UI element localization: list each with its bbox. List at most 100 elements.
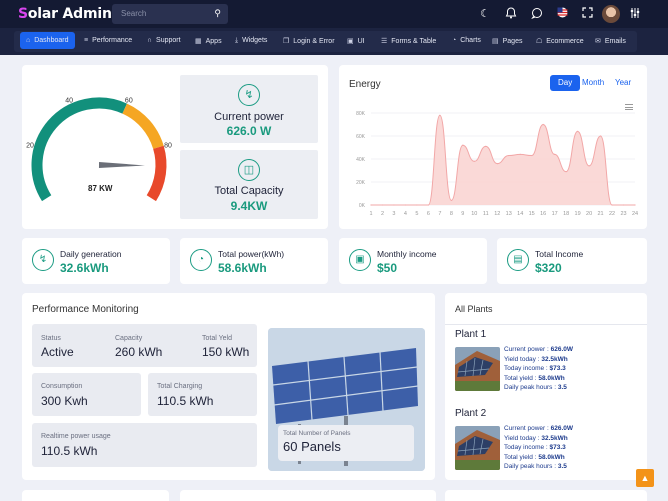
energy-point [485, 145, 487, 147]
energy-point [519, 153, 521, 155]
plant-stat-line: Today income : $73.3 [504, 365, 566, 372]
nav-item-login-error[interactable]: ❐ Login & Error [283, 37, 335, 45]
nav-item-label: Performance [92, 37, 133, 44]
nav-item-label: Dashboard [34, 37, 69, 44]
plant-stat-line: Current power : 626.0W [504, 346, 573, 353]
chat-icon[interactable] [530, 7, 544, 21]
x-tick-label: 4 [404, 211, 407, 217]
energy-point [393, 204, 395, 206]
nav-item-support[interactable]: ∩ Support [147, 37, 181, 44]
stat-title: Monthly income [377, 249, 437, 259]
nav-item-label: Support [156, 37, 181, 44]
energy-point [542, 123, 544, 126]
solar-panel-image: Total Number of Panels 60 Panels [268, 328, 425, 471]
language-flag-icon[interactable] [555, 7, 569, 21]
search-input[interactable]: Search ⚲ [112, 4, 228, 24]
tab-month[interactable]: Month [582, 78, 605, 87]
tab-day[interactable]: Day [550, 75, 581, 91]
nav-item-ecommerce[interactable]: ☖ Ecommerce [536, 37, 584, 45]
energy-point [439, 114, 441, 116]
battery-icon: ◫ [238, 159, 260, 181]
energy-point [611, 204, 613, 206]
gauge-tick-label: 60 [125, 97, 133, 104]
plant-stat-value: 58.0kWh [538, 374, 565, 382]
realtime-value: 110.5 kWh [41, 444, 98, 458]
energy-point [531, 154, 533, 157]
plant-stat-key: Total yield : [504, 453, 539, 461]
logo-text: olar Admin [27, 6, 112, 22]
stat-title: Total power(kWh) [218, 249, 285, 259]
notification-bell-icon[interactable] [504, 7, 518, 21]
grid-icon: ▦ [195, 38, 202, 45]
plant-stat-line: Daily peak hours : 3.5 [504, 463, 567, 470]
nav-item-label: Charts [460, 37, 481, 44]
x-tick-label: 16 [540, 211, 546, 217]
nav-item-forms-table[interactable]: ☰ Forms & Table [381, 37, 436, 45]
box-icon: ▣ [347, 38, 354, 45]
y-tick-label: 20K [356, 180, 366, 186]
plant-stat-key: Yield today : [504, 355, 542, 363]
nav-item-charts[interactable]: ◔ Charts [452, 37, 481, 44]
x-tick-label: 21 [598, 211, 604, 217]
plant-stat-value: $73.3 [549, 444, 566, 451]
status-value: Active [41, 345, 74, 359]
settings-sliders-icon[interactable] [628, 7, 642, 21]
total-yield-label: Total Yeld [202, 335, 232, 342]
cart-icon: ☖ [536, 38, 543, 45]
nav-item-widgets[interactable]: ⤓ Widgets [235, 37, 267, 45]
total-capacity-value: 9.4KW [230, 199, 268, 213]
bolt-icon: ↯ [238, 84, 260, 106]
x-tick-label: 2 [381, 211, 384, 217]
energy-point [370, 204, 372, 206]
bolt-icon: ↯ [32, 249, 54, 271]
stat-value: $320 [535, 261, 562, 275]
stat-value: 32.6kWh [60, 261, 109, 275]
gauge-value-label: 87 KW [88, 184, 113, 193]
y-tick-label: 60K [356, 134, 366, 140]
nav-item-ui[interactable]: ▣ UI [347, 37, 365, 45]
dark-mode-moon-icon[interactable]: ☾ [480, 8, 490, 20]
plant-name[interactable]: Plant 1 [455, 329, 487, 340]
nav-item-dashboard[interactable]: ⌂ Dashboard [26, 37, 68, 44]
total-capacity-box: ◫ Total Capacity 9.4KW [180, 150, 318, 219]
plant-stat-line: Current power : 626.0W [504, 425, 573, 432]
nav-item-label: Ecommerce [546, 38, 584, 45]
energy-point [404, 204, 407, 206]
energy-point [473, 160, 475, 162]
nav-item-pages[interactable]: ▤ Pages [492, 37, 522, 45]
performance-title: Performance Monitoring [32, 304, 139, 315]
x-tick-label: 24 [632, 211, 638, 217]
main-nav [0, 28, 668, 55]
search-icon[interactable]: ⚲ [214, 8, 221, 18]
fullscreen-icon[interactable] [580, 7, 594, 21]
all-plants-card: All Plants Plant 1 Current power : 626.0W… [445, 293, 647, 480]
logo-letter: S [18, 6, 28, 22]
energy-point [416, 204, 418, 206]
x-tick-label: 6 [427, 211, 430, 217]
plant-stat-value: 58.0kWh [538, 453, 565, 461]
nav-item-apps[interactable]: ▦ Apps [195, 37, 222, 45]
plant-stat-value: 32.5kWh [541, 355, 568, 363]
plant-stat-line: Yield today : 32.5kWh [504, 435, 568, 442]
nav-item-performance[interactable]: ≡ Performance [84, 37, 132, 44]
energy-point [381, 204, 384, 206]
user-avatar[interactable] [602, 5, 620, 23]
x-tick-label: 1 [369, 211, 372, 217]
energy-point [565, 171, 567, 173]
gauge-band-green [31, 97, 127, 202]
tab-year[interactable]: Year [615, 78, 632, 87]
consumption-label: Consumption [41, 383, 83, 390]
nav-item-emails[interactable]: ✉ Emails [595, 37, 626, 45]
chart-menu-icon[interactable] [625, 104, 633, 110]
plant-stat-key: Today income : [504, 365, 550, 372]
status-capacity-yield-box: Status Active Capacity 260 kWh Total Yel… [32, 324, 257, 367]
stat-card-total-income: ▤ Total Income $320 [497, 238, 647, 284]
plant-name[interactable]: Plant 2 [455, 408, 487, 419]
nav-item-label: UI [357, 38, 365, 45]
power-gauge: 20 40 60 80 [26, 97, 172, 202]
consumption-box: Consumption 300 Kwh [32, 373, 141, 416]
x-tick-label: 18 [563, 211, 569, 217]
scroll-to-top-button[interactable]: ▲ [636, 469, 654, 487]
gauge-needle [98, 162, 145, 168]
app-logo[interactable]: Solar Admin [18, 6, 112, 22]
